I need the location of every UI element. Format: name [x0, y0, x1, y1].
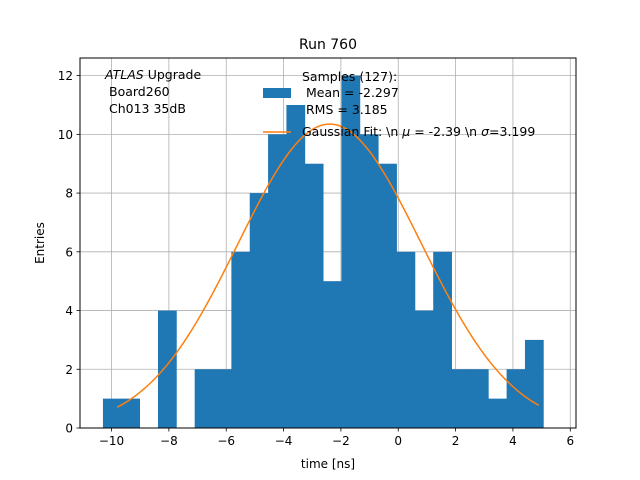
histogram-bar [469, 369, 489, 428]
y-axis-ticks: 0 2 4 6 8 10 12 [58, 69, 80, 436]
x-tick-label: 2 [452, 434, 460, 448]
histogram-bar [506, 369, 526, 428]
histogram-bar [249, 193, 269, 428]
histogram-bar [414, 310, 434, 428]
x-axis-label: time [ns] [301, 457, 355, 471]
atlas-annotation: ATLAS Upgrade Board260 Ch013 35dB [104, 67, 201, 116]
histogram-bar [304, 163, 324, 428]
histogram-bar [157, 310, 177, 428]
histogram-bar [213, 369, 232, 428]
histogram-bar [286, 104, 306, 428]
x-tick-label: −8 [160, 434, 178, 448]
legend-fit-mid: = -2.39 \n [410, 124, 481, 139]
legend: Samples (127): Mean = -2.297 RMS = 3.185… [263, 69, 535, 139]
histogram-bar [378, 163, 397, 428]
annotation-upgrade: Upgrade [144, 67, 202, 82]
legend-fit-label: Gaussian Fit: \n μ = -2.39 \n σ=3.199 [302, 124, 535, 139]
x-axis-ticks: −10 −8 −6 −4 −2 0 2 4 6 [99, 428, 574, 448]
histogram-bar [231, 251, 251, 428]
y-axis-label: Entries [33, 222, 47, 264]
x-tick-label: −4 [275, 434, 293, 448]
histogram-bar [341, 75, 361, 428]
legend-fit-mu: μ [401, 124, 410, 139]
plot-frame [79, 57, 577, 429]
legend-fit-post: =3.199 [489, 124, 535, 139]
x-tick-label: 6 [566, 434, 574, 448]
y-tick-label: 0 [65, 422, 73, 436]
histogram-bar [488, 398, 508, 428]
x-tick-label: 0 [394, 434, 402, 448]
y-tick-label: 12 [58, 69, 73, 83]
y-tick-label: 6 [65, 245, 73, 259]
legend-hist-line-1: Samples (127): [302, 69, 397, 84]
x-tick-label: 4 [509, 434, 517, 448]
histogram-bar [433, 251, 452, 428]
histogram-bar [396, 251, 416, 428]
histogram-bar [359, 134, 379, 428]
histogram-bars [102, 75, 544, 428]
legend-fit-pre: Gaussian Fit: \n [302, 124, 402, 139]
y-tick-label: 10 [58, 128, 73, 142]
histogram-bar [323, 281, 342, 428]
annotation-atlas: ATLAS [104, 67, 144, 82]
annotation-line-2: Board260 [109, 84, 170, 99]
histogram-bar [524, 339, 544, 428]
x-tick-label: −10 [99, 434, 124, 448]
legend-fit-sigma: σ [481, 124, 490, 139]
legend-hist-swatch [263, 88, 291, 98]
y-tick-label: 2 [65, 363, 73, 377]
histogram-bar [451, 369, 471, 428]
histogram-bar [194, 369, 214, 428]
x-tick-label: −2 [332, 434, 350, 448]
histogram-bar [121, 398, 141, 428]
legend-hist-line-3: RMS = 3.185 [306, 102, 388, 117]
y-tick-label: 8 [65, 187, 73, 201]
x-tick-label: −6 [217, 434, 235, 448]
histogram-bar [102, 398, 122, 428]
gaussian-fit-curve [116, 123, 540, 408]
chart-title: Run 760 [299, 37, 357, 53]
annotation-line-1: ATLAS Upgrade [104, 67, 201, 82]
annotation-line-3: Ch013 35dB [109, 101, 186, 116]
y-tick-label: 4 [65, 304, 73, 318]
histogram-bar [268, 134, 287, 428]
legend-hist-line-2: Mean = -2.297 [306, 85, 399, 100]
